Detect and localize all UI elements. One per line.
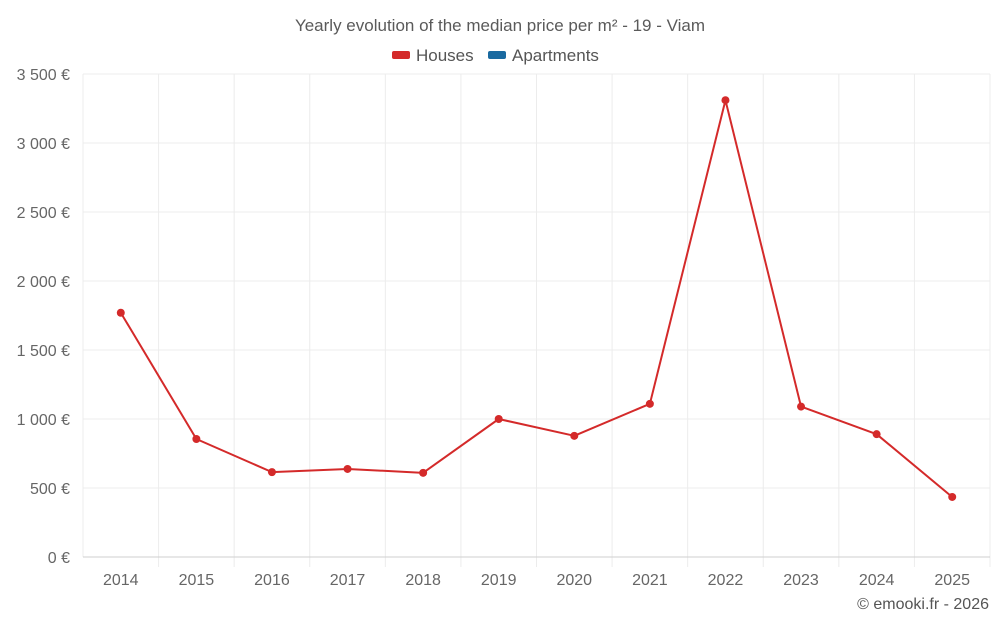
x-tick-label: 2016 bbox=[254, 572, 290, 589]
y-tick-label: 1 500 € bbox=[17, 343, 70, 360]
legend: Houses Apartments bbox=[392, 46, 599, 65]
x-tick-label: 2022 bbox=[708, 572, 744, 589]
data-point-houses-2025[interactable] bbox=[948, 492, 957, 501]
y-tick-label: 500 € bbox=[30, 481, 70, 498]
x-tick-label: 2018 bbox=[405, 572, 441, 589]
chart-title: Yearly evolution of the median price per… bbox=[295, 16, 705, 35]
legend-label-houses: Houses bbox=[416, 46, 474, 65]
x-tick-label: 2014 bbox=[103, 572, 139, 589]
data-point-houses-2019[interactable] bbox=[494, 415, 503, 423]
grid-lines bbox=[82, 73, 991, 567]
series-line-houses bbox=[119, 99, 953, 498]
data-point-houses-2015[interactable] bbox=[192, 435, 201, 444]
data-point-houses-2021[interactable] bbox=[645, 399, 654, 408]
data-point-houses-2020[interactable] bbox=[570, 431, 579, 440]
legend-item-apartments[interactable]: Apartments bbox=[488, 46, 599, 65]
data-point-houses-2022[interactable] bbox=[721, 96, 730, 105]
data-point-houses-2024[interactable] bbox=[872, 430, 881, 439]
data-point-houses-2023[interactable] bbox=[797, 402, 806, 411]
y-tick-label: 2 500 € bbox=[17, 205, 70, 222]
data-point-houses-2018[interactable] bbox=[419, 468, 428, 477]
x-tick-label: 2025 bbox=[934, 572, 970, 589]
x-tick-label: 2015 bbox=[179, 572, 215, 589]
legend-label-apartments: Apartments bbox=[512, 46, 599, 65]
y-axis: 0 € 500 € 1 000 € 1 500 € 2 000 € 2 500 € 3 00… bbox=[17, 67, 70, 567]
x-tick-label: 2023 bbox=[783, 572, 819, 589]
legend-item-houses[interactable]: Houses bbox=[392, 46, 474, 65]
data-point-houses-2014[interactable] bbox=[116, 308, 125, 317]
x-tick-label: 2021 bbox=[632, 572, 668, 589]
credit-text: © emooki.fr - 2026 bbox=[857, 596, 989, 613]
x-tick-label: 2019 bbox=[481, 572, 517, 589]
legend-swatch-houses bbox=[392, 51, 410, 59]
x-tick-label: 2017 bbox=[330, 572, 366, 589]
y-tick-label: 0 € bbox=[48, 550, 70, 567]
data-point-houses-2017[interactable] bbox=[343, 464, 352, 473]
y-tick-label: 3 000 € bbox=[17, 136, 70, 153]
y-tick-label: 1 000 € bbox=[17, 412, 70, 429]
x-tick-label: 2020 bbox=[556, 572, 592, 589]
legend-swatch-apartments bbox=[488, 51, 506, 59]
series-houses bbox=[116, 96, 957, 501]
y-tick-label: 2 000 € bbox=[17, 274, 70, 291]
x-axis: 2014 2015 2016 2017 2018 2019 2020 2021 2022 2023… bbox=[83, 556, 990, 589]
y-tick-label: 3 500 € bbox=[17, 67, 70, 84]
x-tick-label: 2024 bbox=[859, 572, 895, 589]
data-point-houses-2016[interactable] bbox=[267, 468, 276, 477]
